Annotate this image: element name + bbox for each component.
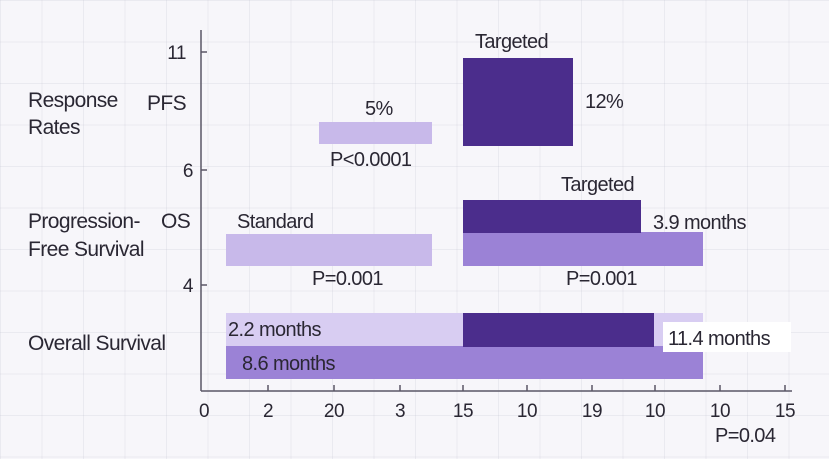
y-tick-group: 11 6 4 xyxy=(167,43,207,297)
bar-pfs-targeted-dark xyxy=(463,200,641,233)
row-label-response-line1: Response xyxy=(28,89,118,112)
label-os-standard-value-2: 8.6 months xyxy=(242,353,336,375)
y-tick-label-11: 11 xyxy=(167,43,186,64)
bar-pfs-targeted-light xyxy=(463,232,703,266)
x-tick-label-2: 20 xyxy=(324,401,344,422)
label-os-targeted-value: 11.4 months xyxy=(668,328,771,350)
label-response-targeted: Targeted xyxy=(475,31,548,53)
x-tick-label-1: 2 xyxy=(263,401,273,422)
x-tick-group: 0 2 20 3 15 10 19 10 10 15 xyxy=(199,385,796,422)
label-response-standard-p: P<0.0001 xyxy=(330,149,412,171)
label-pfs-standard-p: P=0.001 xyxy=(312,268,383,290)
label-pfs-standard: Standard xyxy=(237,211,313,233)
label-os-standard-value-1: 2.2 months xyxy=(228,319,322,341)
bar-os-targeted-dark xyxy=(463,313,654,347)
row-sublabel-os: OS xyxy=(161,210,191,233)
bar-os-standard-bottom xyxy=(226,346,703,379)
os-value-label-bg xyxy=(663,322,791,352)
x-tick-label-3: 3 xyxy=(395,401,405,422)
row-labels: Response Rates PFS Progression- OS Free … xyxy=(28,89,191,355)
x-tick-label-6: 19 xyxy=(582,401,602,422)
row-label-overall-survival: Overall Survival xyxy=(28,332,165,355)
label-pfs-targeted-value: 3.9 months xyxy=(653,212,747,234)
annotations: 5% P<0.0001 Targeted 12% Standard P=0.00… xyxy=(228,31,776,447)
y-tick-label-4: 4 xyxy=(183,276,194,297)
x-tick-label-7: 10 xyxy=(645,401,665,422)
bar-response-standard xyxy=(319,122,432,144)
x-tick-label-5: 10 xyxy=(517,401,537,422)
y-tick-label-6: 6 xyxy=(183,161,193,182)
label-response-standard-value: 5% xyxy=(365,98,394,120)
row-sublabel-pfs: PFS xyxy=(147,92,187,115)
x-tick-label-0: 0 xyxy=(199,401,209,422)
row-label-response-line2: Rates xyxy=(28,116,80,139)
row-label-pfs-line1: Progression- xyxy=(28,210,140,233)
label-response-targeted-value: 12% xyxy=(585,91,624,113)
bar-response-targeted xyxy=(463,58,573,146)
x-tick-label-9: 15 xyxy=(775,401,795,422)
label-pfs-targeted: Targeted xyxy=(561,174,634,196)
row-label-pfs-line2: Free Survival xyxy=(28,238,144,261)
x-tick-label-8: 10 xyxy=(710,401,730,422)
label-os-p: P=0.04 xyxy=(715,425,776,447)
label-pfs-targeted-p: P=0.001 xyxy=(566,268,637,290)
x-tick-label-4: 15 xyxy=(453,401,473,422)
bar-pfs-standard xyxy=(226,234,432,266)
